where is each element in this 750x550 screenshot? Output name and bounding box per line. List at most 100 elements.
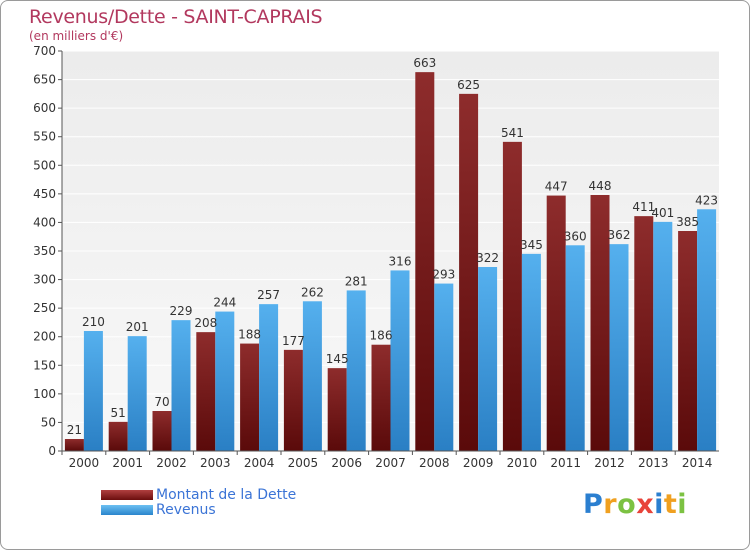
bar-dette [371,344,391,451]
bar-revenus [653,221,673,451]
bar-dette [634,216,654,451]
y-tick-label: 300 [33,273,56,287]
y-tick-label: 200 [33,330,56,344]
data-label-dette: 411 [632,200,655,214]
bar-dette [590,195,610,451]
legend-item-dette: Montant de la Dette [101,486,297,503]
bar-revenus [521,253,541,451]
bar-dette [196,332,216,451]
logo-letter: P [583,489,604,520]
bar-dette [152,411,172,451]
data-label-revenus: 257 [257,288,280,302]
bar-dette [283,349,303,451]
data-label-dette: 625 [457,78,480,92]
x-tick-label: 2014 [682,456,713,470]
x-tick-label: 2012 [594,456,625,470]
x-tick-label: 2002 [156,456,187,470]
data-label-revenus: 210 [82,315,105,329]
data-label-revenus: 401 [651,206,674,220]
data-label-dette: 177 [282,334,305,348]
x-tick-label: 2010 [507,456,538,470]
data-label-revenus: 229 [170,304,193,318]
x-tick-label: 2007 [375,456,406,470]
data-label-dette: 21 [67,423,82,437]
y-tick-label: 0 [48,444,56,458]
data-label-dette: 541 [501,126,524,140]
data-label-revenus: 322 [476,251,499,265]
data-label-dette: 208 [194,316,217,330]
y-tick-label: 350 [33,244,56,258]
proxiti-logo: Proxiti [583,489,687,520]
bar-dette [502,141,522,451]
y-tick-label: 100 [33,387,56,401]
logo-letter: t [663,489,678,520]
bar-revenus [697,209,717,451]
x-tick-label: 2006 [331,456,362,470]
data-label-dette: 186 [370,329,393,343]
bar-revenus [302,301,322,451]
data-label-dette: 447 [545,180,568,194]
logo-letter: r [603,489,618,520]
bar-revenus [390,270,410,451]
data-label-dette: 70 [154,395,169,409]
data-label-dette: 448 [589,179,612,193]
data-label-revenus: 362 [608,228,631,242]
legend-label-dette: Montant de la Dette [156,486,297,503]
data-label-dette: 51 [111,406,126,420]
y-tick-label: 400 [33,215,56,229]
x-tick-label: 2013 [638,456,669,470]
x-tick-label: 2001 [112,456,143,470]
y-tick-label: 250 [33,301,56,315]
data-label-revenus: 262 [301,285,324,299]
logo-letter: i [677,489,688,520]
data-label-revenus: 345 [520,238,543,252]
bar-revenus [346,290,366,451]
bar-revenus [127,336,147,451]
chart-title: Revenus/Dette - SAINT-CAPRAIS [29,6,323,28]
data-label-dette: 385 [676,215,699,229]
legend-item-revenus: Revenus [101,501,296,518]
y-tick-label: 650 [33,73,56,87]
logo-letter: x [636,489,655,520]
bar-revenus [171,320,191,451]
legend: Montant de la Dette Revenus [101,486,297,518]
bar-revenus [259,304,279,451]
bar-revenus [478,267,498,451]
x-tick-label: 2003 [200,456,231,470]
data-label-dette: 188 [238,328,261,342]
x-tick-label: 2004 [244,456,275,470]
bar-revenus [215,311,235,451]
y-tick-label: 500 [33,158,56,172]
bar-dette [108,421,128,451]
chart-subtitle: (en milliers d'€) [29,29,124,43]
data-label-revenus: 423 [695,193,718,207]
legend-label-revenus: Revenus [156,501,216,518]
bars [64,72,717,452]
x-tick-label: 2008 [419,456,450,470]
y-tick-label: 600 [33,101,56,115]
data-label-revenus: 201 [126,320,149,334]
data-label-revenus: 293 [432,268,455,282]
x-tick-label: 2009 [463,456,494,470]
bar-dette [327,368,347,451]
x-tick-label: 2000 [69,456,100,470]
x-tick-label: 2011 [550,456,581,470]
bar-dette [459,93,479,451]
logo-letter: o [617,489,637,520]
data-label-revenus: 281 [345,274,368,288]
bar-dette [240,343,260,451]
data-label-revenus: 316 [389,254,412,268]
bar-revenus [609,244,629,451]
bar-dette [64,439,84,451]
y-tick-label: 150 [33,358,56,372]
data-label-revenus: 360 [564,229,587,243]
bar-dette [678,231,698,451]
bar-revenus [434,283,454,451]
y-tick-label: 450 [33,187,56,201]
data-label-revenus: 244 [213,296,236,310]
y-tick-label: 550 [33,130,56,144]
y-tick-label: 50 [41,415,56,429]
legend-swatch-dette [101,489,153,500]
